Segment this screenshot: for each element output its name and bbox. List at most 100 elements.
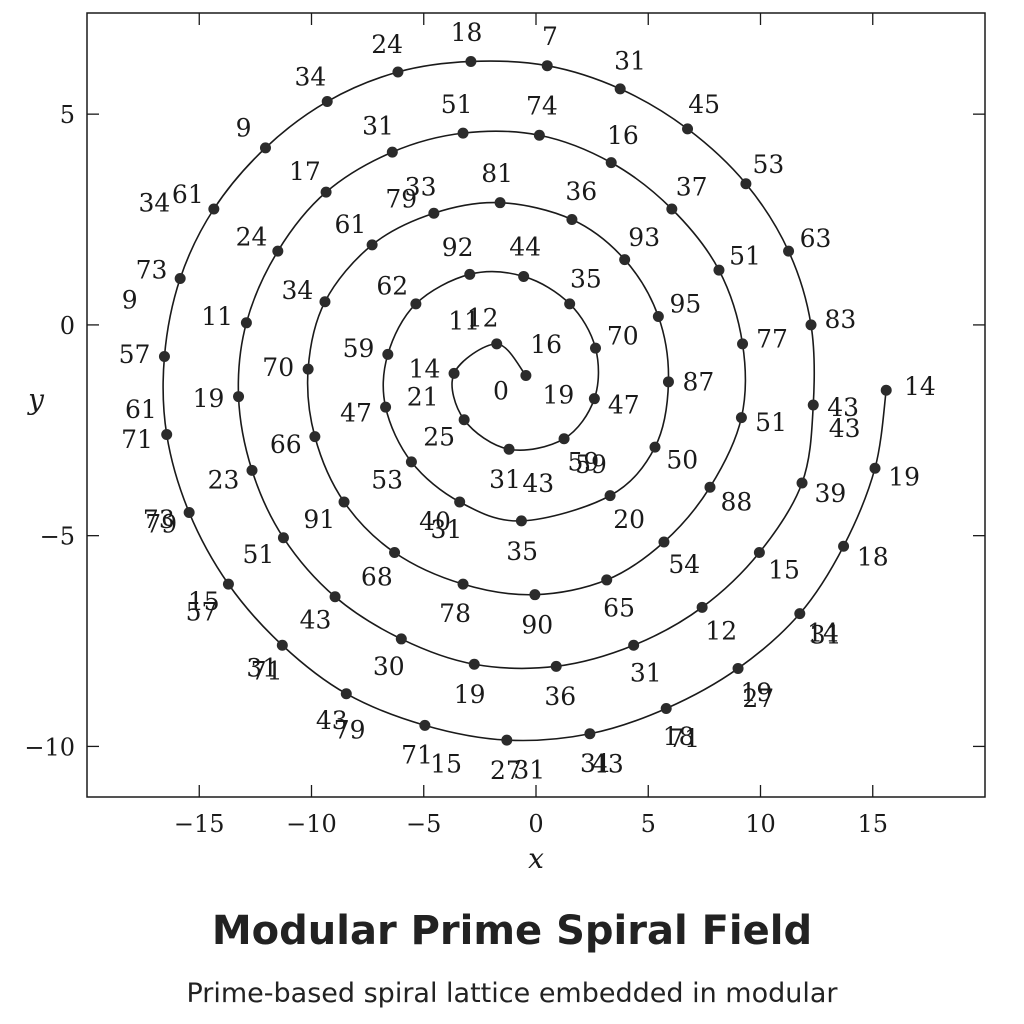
data-point bbox=[735, 412, 747, 424]
point-label: 9 bbox=[236, 113, 252, 142]
point-label: 51 bbox=[441, 90, 473, 119]
point-label: 15 bbox=[188, 587, 220, 616]
extra-point-label: 18 bbox=[857, 543, 889, 572]
data-point bbox=[520, 369, 532, 381]
data-point bbox=[696, 601, 708, 613]
point-label: 92 bbox=[442, 233, 474, 262]
x-tick-label: −5 bbox=[406, 810, 441, 838]
data-point bbox=[550, 660, 562, 672]
extra-point-label: 59 bbox=[575, 450, 607, 479]
point-label: 50 bbox=[666, 446, 698, 475]
data-point bbox=[588, 393, 600, 405]
data-point bbox=[458, 414, 470, 426]
data-point bbox=[566, 214, 578, 226]
point-label: 51 bbox=[729, 241, 761, 270]
extra-point-label: 31 bbox=[810, 621, 842, 650]
point-label: 35 bbox=[570, 265, 602, 294]
point-label: 61 bbox=[172, 180, 204, 209]
point-label: 47 bbox=[340, 398, 372, 427]
data-point bbox=[732, 662, 744, 674]
data-point bbox=[662, 376, 674, 388]
data-point bbox=[838, 540, 850, 552]
data-point bbox=[410, 298, 422, 310]
point-label: 20 bbox=[613, 505, 645, 534]
data-point bbox=[277, 532, 289, 544]
point-label: 74 bbox=[526, 91, 558, 120]
data-point bbox=[515, 515, 527, 527]
data-point bbox=[208, 203, 220, 215]
data-point bbox=[503, 443, 515, 455]
extra-point-label: 40 bbox=[419, 507, 451, 536]
data-point bbox=[649, 441, 661, 453]
point-label: 31 bbox=[430, 515, 462, 544]
point-label: 23 bbox=[208, 466, 240, 495]
point-label: 73 bbox=[136, 256, 168, 285]
point-label: 17 bbox=[289, 157, 321, 186]
data-point bbox=[682, 123, 694, 135]
chart-title: Modular Prime Spiral Field bbox=[211, 908, 813, 954]
point-label: 59 bbox=[343, 334, 375, 363]
point-label: 51 bbox=[242, 540, 274, 569]
data-point bbox=[382, 348, 394, 360]
data-point bbox=[309, 431, 321, 443]
extra-point-label: 73 bbox=[143, 505, 175, 534]
chart-subtitle: Prime-based spiral lattice embedded in m… bbox=[186, 978, 838, 1009]
point-label: 61 bbox=[334, 210, 366, 239]
data-point bbox=[183, 506, 195, 518]
extra-point-label: 61 bbox=[125, 395, 157, 424]
data-point bbox=[468, 658, 480, 670]
extra-point-label: 15 bbox=[430, 749, 462, 778]
x-tick-label: −10 bbox=[286, 810, 337, 838]
extra-point-label: 19 bbox=[888, 463, 920, 492]
point-labels-layer: 0121425315947703544926259475331352050879… bbox=[119, 18, 936, 785]
data-point bbox=[604, 490, 616, 502]
point-label: 31 bbox=[630, 659, 662, 688]
point-label: 33 bbox=[405, 172, 437, 201]
extra-point-label: 19 bbox=[543, 380, 575, 409]
extra-point-label: 9 bbox=[122, 286, 138, 315]
point-label: 31 bbox=[246, 654, 278, 683]
data-point bbox=[320, 186, 332, 198]
data-point bbox=[501, 734, 513, 746]
data-point bbox=[660, 702, 672, 714]
point-label: 12 bbox=[467, 303, 499, 332]
point-label: 15 bbox=[768, 556, 800, 585]
point-label: 19 bbox=[193, 384, 225, 413]
data-point bbox=[158, 351, 170, 363]
point-label: 12 bbox=[705, 616, 737, 645]
data-point bbox=[541, 60, 553, 72]
point-label: 34 bbox=[281, 276, 313, 305]
data-point bbox=[601, 574, 613, 586]
data-point bbox=[419, 719, 431, 731]
point-label: 18 bbox=[451, 18, 483, 47]
data-point bbox=[246, 464, 258, 476]
y-tick-label: 0 bbox=[60, 312, 75, 340]
point-label: 25 bbox=[423, 422, 455, 451]
data-point bbox=[589, 342, 601, 354]
data-point bbox=[628, 639, 640, 651]
data-point bbox=[233, 391, 245, 403]
point-label: 31 bbox=[362, 112, 394, 141]
point-label: 57 bbox=[119, 340, 151, 369]
data-point bbox=[457, 578, 469, 590]
data-point bbox=[614, 83, 626, 95]
point-label: 14 bbox=[807, 619, 839, 648]
point-label: 54 bbox=[668, 550, 700, 579]
point-label: 19 bbox=[740, 678, 772, 707]
point-label: 31 bbox=[489, 465, 521, 494]
point-label: 83 bbox=[825, 305, 857, 334]
point-label: 43 bbox=[316, 706, 348, 735]
spiral-chart: −15 −10 −5 0 5 10 15−10−505 012142531594770354… bbox=[24, 12, 986, 875]
data-point bbox=[805, 319, 817, 331]
point-label: 93 bbox=[628, 223, 660, 252]
extra-point-label: 16 bbox=[530, 330, 562, 359]
data-point bbox=[713, 264, 725, 276]
extra-point-label: 57 bbox=[186, 598, 218, 627]
data-point bbox=[366, 239, 378, 251]
point-label: 24 bbox=[371, 30, 403, 59]
data-point bbox=[380, 401, 392, 413]
x-tick-label: −15 bbox=[174, 810, 225, 838]
y-tick-label: −10 bbox=[24, 733, 75, 761]
point-label: 81 bbox=[481, 159, 513, 188]
extra-point-label: 71 bbox=[668, 724, 700, 753]
